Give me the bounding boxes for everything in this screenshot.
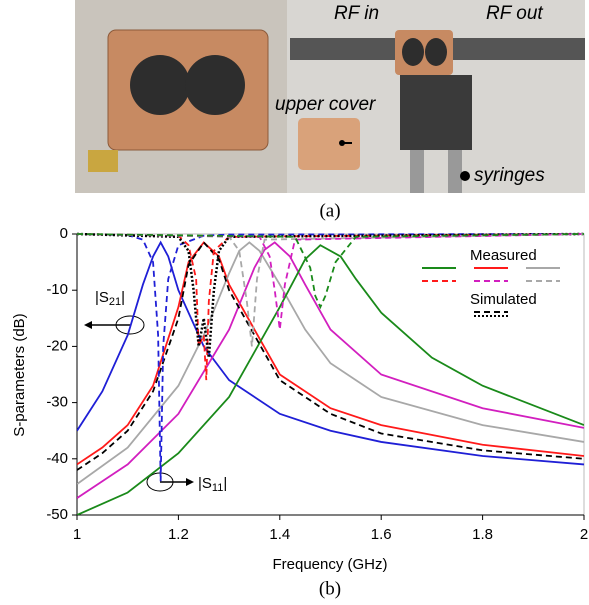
series-line bbox=[77, 233, 584, 482]
x-tick-label: 1.6 bbox=[371, 526, 392, 543]
photo-label: RF out bbox=[486, 3, 543, 24]
annotation-text: |S21| bbox=[95, 289, 125, 308]
series-line bbox=[77, 233, 584, 310]
photo bbox=[75, 0, 585, 193]
series-line bbox=[77, 241, 584, 499]
photo-label: upper cover bbox=[275, 94, 376, 115]
x-tick-label: 2 bbox=[580, 526, 588, 543]
y-tick-label: -30 bbox=[46, 394, 68, 411]
legend-text: Simulated bbox=[470, 291, 537, 308]
y-tick-label: -20 bbox=[46, 337, 68, 354]
series-line bbox=[77, 241, 584, 485]
series-line bbox=[77, 233, 584, 330]
series-line bbox=[77, 244, 584, 515]
x-tick-label: 1.4 bbox=[269, 526, 290, 543]
legend-text: Measured bbox=[470, 247, 537, 264]
photo-label: RF in bbox=[334, 3, 379, 24]
series-line bbox=[77, 233, 584, 347]
photo-label: syringes bbox=[474, 165, 545, 186]
series-line bbox=[77, 232, 584, 358]
series-line bbox=[77, 240, 584, 471]
caption: (a) bbox=[319, 200, 340, 221]
x-tick-label: 1 bbox=[73, 526, 81, 543]
y-tick-label: -50 bbox=[46, 506, 68, 523]
series-line bbox=[77, 233, 584, 381]
series-line bbox=[77, 240, 584, 466]
x-tick-label: 1.2 bbox=[168, 526, 189, 543]
y-tick-label: -10 bbox=[46, 281, 68, 298]
x-axis-label: Frequency (GHz) bbox=[272, 556, 387, 573]
y-axis-label: S-parameters (dB) bbox=[11, 313, 28, 436]
x-tick-label: 1.8 bbox=[472, 526, 493, 543]
annotation-text: |S11| bbox=[198, 475, 227, 494]
y-tick-label: -40 bbox=[46, 450, 68, 467]
y-tick-label: 0 bbox=[60, 225, 68, 242]
caption: (b) bbox=[319, 578, 341, 599]
